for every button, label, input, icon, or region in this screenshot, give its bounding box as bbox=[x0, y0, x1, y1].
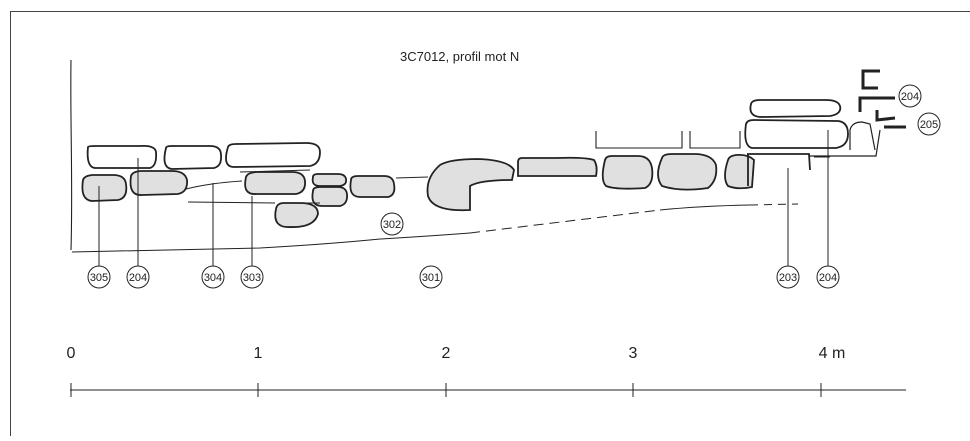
scale-label-0: 0 bbox=[67, 345, 76, 363]
label-204a: 204 bbox=[127, 266, 149, 288]
boundary-304-top bbox=[186, 181, 242, 189]
scale-label-1: 1 bbox=[254, 345, 263, 363]
label-204b: 204 bbox=[817, 266, 839, 288]
stone-small-3 bbox=[350, 176, 394, 197]
wall-step bbox=[877, 110, 895, 120]
boundary-301-dashed bbox=[470, 210, 660, 233]
label-text: 303 bbox=[243, 272, 261, 284]
label-text: 204 bbox=[901, 91, 919, 103]
stone-303a bbox=[245, 172, 305, 194]
stone-small-1 bbox=[313, 174, 346, 186]
label-text: 203 bbox=[779, 272, 797, 284]
stone-right-3 bbox=[725, 155, 754, 188]
label-205: 205 bbox=[918, 113, 940, 135]
stone-305 bbox=[82, 175, 126, 201]
scale-label-3: 3 bbox=[629, 345, 638, 363]
label-text: 304 bbox=[204, 272, 222, 284]
wall-upper bbox=[863, 71, 880, 88]
label-text: 305 bbox=[90, 272, 108, 284]
shaded-stones bbox=[82, 154, 754, 227]
stone-top-right bbox=[750, 100, 840, 117]
wall-outline-1 bbox=[850, 122, 875, 150]
wall-outline bbox=[810, 122, 880, 156]
scale-label-4: 4 m bbox=[819, 345, 846, 363]
label-303: 303 bbox=[241, 266, 263, 288]
stone-right-1 bbox=[603, 156, 653, 189]
boundary-304-bottom bbox=[188, 202, 275, 203]
stone-right-2 bbox=[658, 154, 716, 190]
wall-middle bbox=[860, 98, 895, 112]
label-301: 301 bbox=[420, 266, 442, 288]
cut-bracket-1 bbox=[596, 131, 682, 148]
stone-flat bbox=[518, 158, 597, 176]
figure-title: 3C7012, profil mot N bbox=[400, 49, 519, 64]
cut-bracket-2 bbox=[690, 131, 740, 148]
stone-204a bbox=[130, 171, 187, 195]
right-upper-stones bbox=[745, 100, 848, 186]
label-305: 305 bbox=[88, 266, 110, 288]
left-section-edge bbox=[71, 60, 72, 250]
label-203: 203 bbox=[777, 266, 799, 288]
figure-frame bbox=[11, 12, 970, 437]
stone-upper-1 bbox=[88, 146, 156, 168]
scale-bar bbox=[70, 383, 906, 397]
label-text: 204 bbox=[819, 272, 837, 284]
label-text: 301 bbox=[422, 272, 440, 284]
boundary-301-base bbox=[72, 233, 470, 252]
stone-large-cut bbox=[428, 159, 515, 210]
label-text: 204 bbox=[129, 272, 147, 284]
stone-203-outline bbox=[747, 154, 810, 170]
scale-label-2: 2 bbox=[442, 345, 451, 363]
stone-204-right bbox=[745, 120, 848, 148]
label-204c: 204 bbox=[899, 85, 921, 107]
stone-upper-2 bbox=[164, 146, 221, 169]
cut-brackets bbox=[596, 131, 740, 148]
boundary-302-top bbox=[396, 177, 428, 178]
label-text: 205 bbox=[920, 119, 938, 131]
label-304: 304 bbox=[202, 266, 224, 288]
label-302: 302 bbox=[381, 213, 403, 235]
stone-303b bbox=[275, 203, 318, 227]
stone-upper-3 bbox=[226, 143, 320, 167]
label-text: 302 bbox=[383, 219, 401, 231]
boundary-301-right bbox=[660, 205, 750, 210]
upper-stone-row bbox=[88, 143, 320, 169]
boundary-301-end bbox=[750, 204, 798, 205]
